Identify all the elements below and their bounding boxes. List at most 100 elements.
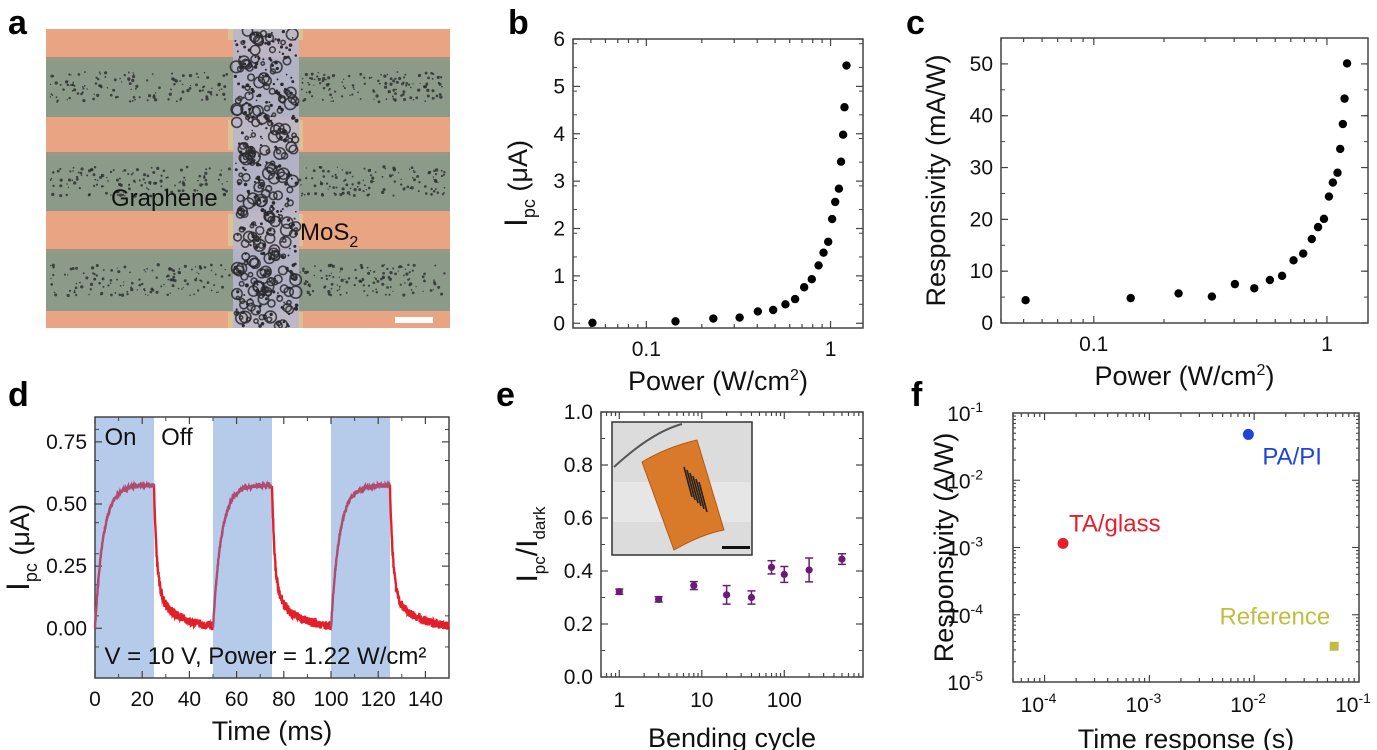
mos2-particle bbox=[283, 301, 286, 304]
mos2-particle bbox=[253, 65, 258, 69]
graphene-particle bbox=[178, 268, 181, 270]
mos2-particle bbox=[244, 168, 247, 172]
mos2-particle bbox=[251, 234, 256, 239]
mos2-particle bbox=[270, 173, 273, 177]
graphene-particle bbox=[431, 96, 435, 100]
chart-f-x-tick-label: 10-1 bbox=[1335, 690, 1371, 717]
graphene-particle bbox=[167, 98, 170, 101]
mos2-particle bbox=[251, 92, 254, 94]
graphene-particle bbox=[138, 179, 141, 182]
graphene-particle bbox=[219, 173, 222, 177]
graphene-particle bbox=[373, 98, 375, 101]
graphene-particle bbox=[86, 174, 89, 177]
flexible-device bbox=[641, 439, 725, 551]
graphene-particle bbox=[359, 98, 362, 100]
graphene-particle bbox=[71, 83, 75, 87]
mos2-particle bbox=[258, 78, 261, 82]
mos2-particle bbox=[265, 127, 268, 130]
graphene-particle bbox=[205, 97, 209, 101]
mos2-flake bbox=[247, 231, 258, 242]
graphene-particle bbox=[334, 176, 338, 179]
graphene-particle bbox=[67, 186, 70, 189]
mos2-flake bbox=[266, 316, 273, 323]
graphene-particle bbox=[78, 187, 81, 190]
mos2-particle bbox=[294, 231, 299, 236]
graphene-particle bbox=[328, 89, 330, 91]
mos2-flake bbox=[244, 135, 250, 141]
graphene-particle bbox=[442, 173, 445, 176]
graphene-particle bbox=[372, 281, 376, 285]
graphene-particle bbox=[100, 294, 102, 296]
mos2-flake bbox=[251, 118, 261, 128]
chart-e-y-axis-label-sub: pc bbox=[530, 556, 549, 574]
graphene-particle bbox=[72, 81, 75, 84]
mos2-particle bbox=[274, 277, 277, 280]
graphene-particle bbox=[344, 178, 347, 182]
chart-b-data-point bbox=[834, 184, 844, 193]
graphene-particle bbox=[332, 276, 335, 279]
graphene-particle bbox=[375, 288, 377, 291]
graphene-particle bbox=[403, 274, 405, 277]
graphene-particle bbox=[223, 85, 227, 89]
graphene-particle bbox=[160, 185, 163, 188]
graphene-particle bbox=[417, 190, 420, 193]
glass-tube-edge bbox=[613, 423, 683, 468]
mos2-particle bbox=[284, 182, 288, 186]
chart-b-data-point bbox=[819, 248, 828, 257]
graphene-particle bbox=[386, 267, 389, 271]
chart-d-x-tick-label: 20 bbox=[131, 688, 154, 711]
mos2-particle bbox=[255, 238, 260, 243]
graphene-particle bbox=[165, 176, 168, 179]
graphene-particle bbox=[363, 184, 366, 187]
graphene-particle bbox=[89, 282, 94, 286]
graphene-particle bbox=[427, 171, 431, 175]
graphene-particle bbox=[80, 92, 83, 96]
photocurrent-trace-off bbox=[152, 484, 450, 631]
chart-d-x-tick-label: 40 bbox=[178, 688, 201, 711]
chart-c-y-tick-label: 30 bbox=[970, 157, 993, 180]
graphene-particle bbox=[302, 82, 304, 84]
graphene-particle bbox=[215, 291, 218, 294]
mos2-flake bbox=[264, 289, 273, 297]
graphene-particle bbox=[205, 168, 208, 171]
graphene-particle bbox=[394, 92, 397, 96]
graphene-particle bbox=[170, 190, 174, 194]
graphene-particle bbox=[196, 271, 198, 273]
chart-f-y-tick-base: 10 bbox=[947, 605, 970, 628]
graphene-particle bbox=[80, 174, 83, 176]
graphene-particle bbox=[380, 277, 383, 281]
chart-f-y-tick-base: 10 bbox=[947, 538, 970, 561]
graphene-particle bbox=[160, 285, 163, 288]
graphene-particle bbox=[193, 293, 195, 296]
mos2-particle bbox=[265, 100, 269, 104]
graphene-particle bbox=[75, 178, 79, 181]
graphene-particle bbox=[367, 271, 371, 275]
mos2-particle bbox=[253, 159, 256, 162]
chart-f-x-tick-label: 10-4 bbox=[1021, 690, 1057, 717]
device-electrode bbox=[695, 478, 705, 510]
graphene-particle bbox=[408, 168, 411, 171]
mos2-particle bbox=[253, 280, 256, 284]
graphene-particle bbox=[107, 284, 110, 287]
graphene-particle bbox=[399, 283, 402, 286]
mos2-particle bbox=[255, 288, 260, 293]
chart-c-data-point bbox=[1313, 222, 1323, 232]
graphene-particle bbox=[177, 270, 181, 275]
mos2-particle bbox=[286, 134, 290, 138]
point-label-ta-glass: TA/glass bbox=[1069, 510, 1161, 537]
chart-b-data-point bbox=[840, 103, 849, 112]
graphene-particle bbox=[336, 289, 339, 292]
graphene-particle bbox=[132, 72, 134, 74]
graphene-particle bbox=[323, 286, 326, 289]
graphene-particle bbox=[222, 74, 226, 78]
graphene-particle bbox=[113, 78, 117, 82]
graphene-particle bbox=[130, 288, 134, 292]
chart-f-x-tick-base: 10 bbox=[1021, 694, 1044, 717]
graphene-particle bbox=[423, 279, 426, 283]
mos2-flake bbox=[263, 210, 275, 223]
chart-f-y-tick-exp: -2 bbox=[971, 466, 984, 482]
graphene-particle bbox=[330, 287, 333, 290]
graphene-particle bbox=[117, 193, 120, 196]
graphene-particle bbox=[368, 193, 371, 196]
graphene-particle bbox=[98, 71, 101, 74]
